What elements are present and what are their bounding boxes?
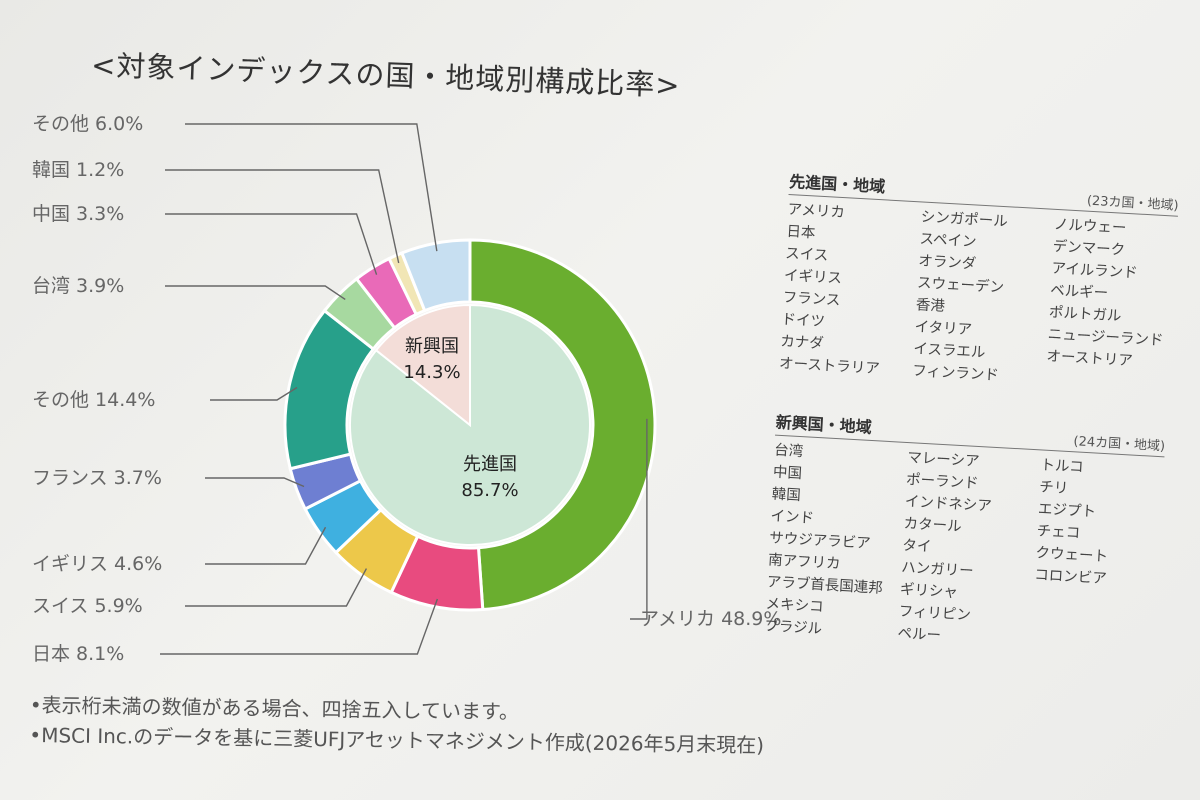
- outer-slice-9: [399, 238, 472, 313]
- slice-label-3: イギリス 4.6%: [32, 553, 162, 575]
- developed-col-2: シンガポール スペイン オランダ スウェーデン 香港 イタリア イスラエル フィンランド: [912, 206, 1045, 389]
- slice-label-4: フランス 3.7%: [32, 467, 162, 489]
- inner-ring: [349, 303, 591, 546]
- leader-line-2: [185, 568, 368, 607]
- slice-label-5: その他 14.4%: [32, 389, 155, 411]
- developed-heading: 先進国・地域: [788, 171, 886, 197]
- slice-label-9: その他 6.0%: [32, 113, 143, 135]
- slice-label-2: スイス 5.9%: [32, 595, 143, 617]
- leader-line-0: [630, 418, 648, 620]
- developed-col-3: ノルウェー デンマーク アイルランド ベルギー ポルトガル ニュージーランド オーストリア: [1045, 214, 1178, 397]
- emerging-count: (24カ国・地域): [1073, 434, 1166, 455]
- inner-slice-1: [374, 303, 471, 428]
- emerging-heading: 新興国・地域: [775, 412, 873, 437]
- slice-labels: 新興国 14.3% 先進国 85.7% アメリカ 48.9% 日本 8.1% スイス 5.9…: [32, 113, 781, 665]
- slice-label-6: 台湾 3.9%: [32, 275, 124, 297]
- inner-label-3: 85.7%: [461, 480, 518, 501]
- developed-count: (23カ国・地域): [1086, 193, 1179, 214]
- footnotes: •表示桁未満の数値がある場合、四捨五入しています。 •MSCI Inc.のデータ…: [29, 690, 765, 760]
- emerging-col-1: 台湾 中国 韓国 インド サウジアラビア 南アフリカ アラブ首長国連邦 メキシコ ブラジル: [764, 440, 898, 645]
- inner-slice-0: [349, 303, 591, 546]
- leader-line-1: [160, 598, 439, 655]
- slice-label-7: 中国 3.3%: [32, 203, 124, 225]
- emerging-countries-table: 新興国・地域 (24カ国・地域) 台湾 中国 韓国 インド サウジアラビア 南アフリカ アラ…: [764, 408, 1166, 659]
- developed-countries-table: 先進国・地域 (23カ国・地域) アメリカ 日本 スイス イギリス フランス ドイツ カナダ…: [778, 168, 1180, 397]
- slice-label-8: 韓国 1.2%: [32, 159, 124, 181]
- outer-slice-0: [468, 238, 657, 612]
- leader-lines: [160, 123, 648, 655]
- slice-label-0: アメリカ 48.9%: [640, 608, 781, 630]
- inner-label-0: 新興国: [405, 336, 459, 357]
- emerging-col-3: トルコ チリ エジプト チェコ クウェート コロンビア: [1030, 454, 1164, 659]
- donut-chart: 新興国 14.3% 先進国 85.7% アメリカ 48.9% 日本 8.1% スイス 5.9…: [32, 113, 781, 665]
- developed-col-1: アメリカ 日本 スイス イギリス フランス ドイツ カナダ オーストラリア: [778, 199, 911, 382]
- leader-line-3: [205, 526, 327, 565]
- emerging-col-2: マレーシア ポーランド インドネシア カタール タイ ハンガリー ギリシャ フィリピン ペルー: [897, 447, 1031, 652]
- leader-line-8: [165, 169, 400, 264]
- inner-label-1: 14.3%: [403, 362, 460, 383]
- inner-label-2: 先進国: [463, 454, 517, 475]
- leader-line-5: [210, 386, 298, 401]
- outer-ring: [283, 238, 657, 612]
- leader-line-7: [165, 213, 378, 275]
- slice-label-1: 日本 8.1%: [32, 643, 124, 665]
- leader-line-4: [205, 477, 305, 488]
- leader-line-6: [165, 285, 346, 301]
- leader-line-9: [185, 123, 438, 252]
